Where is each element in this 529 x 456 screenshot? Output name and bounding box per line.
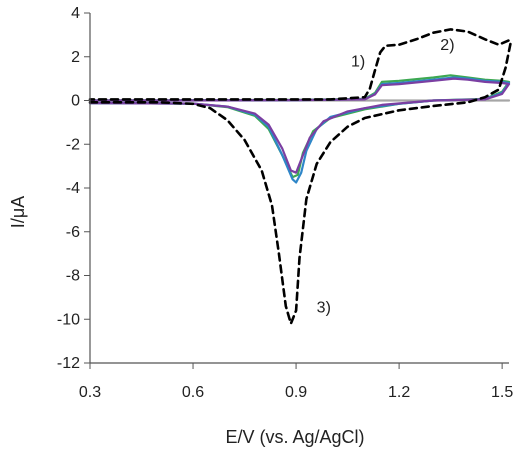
series-line-0: [88, 28, 512, 325]
y-tick-label: -4: [66, 180, 80, 197]
y-tick-label: -8: [66, 268, 80, 285]
x-tick-label: 1.2: [388, 384, 410, 401]
x-tick-label: 0.9: [285, 384, 307, 401]
curve-annotation: 3): [317, 300, 331, 317]
x-tick-label: 0.6: [182, 384, 204, 401]
x-axis-title: E/V (vs. Ag/AgCl): [225, 427, 364, 447]
y-tick-label: -2: [66, 136, 80, 153]
series-layer: [88, 28, 512, 325]
labels-layer: 1) 2) 3): [317, 37, 455, 317]
curve-annotation: 1): [351, 54, 365, 71]
y-tick-label: 0: [71, 93, 80, 110]
y-tick-label: -12: [57, 355, 80, 372]
axes-layer: 4 2 0 -2 -4 -6 -8 -10 -12 0.3 0.6 0.9 1.2 1.5: [57, 5, 513, 401]
y-tick-label: 4: [71, 5, 80, 22]
x-tick-label: 1.5: [491, 384, 513, 401]
y-tick-label: -6: [66, 224, 80, 241]
y-tick-label: -10: [57, 311, 80, 328]
y-axis-title: I/μA: [8, 196, 28, 228]
x-tick-label: 0.3: [79, 384, 101, 401]
y-tick-label: 2: [71, 49, 80, 66]
curve-annotation: 2): [440, 37, 454, 54]
series-line-3: [88, 77, 511, 174]
